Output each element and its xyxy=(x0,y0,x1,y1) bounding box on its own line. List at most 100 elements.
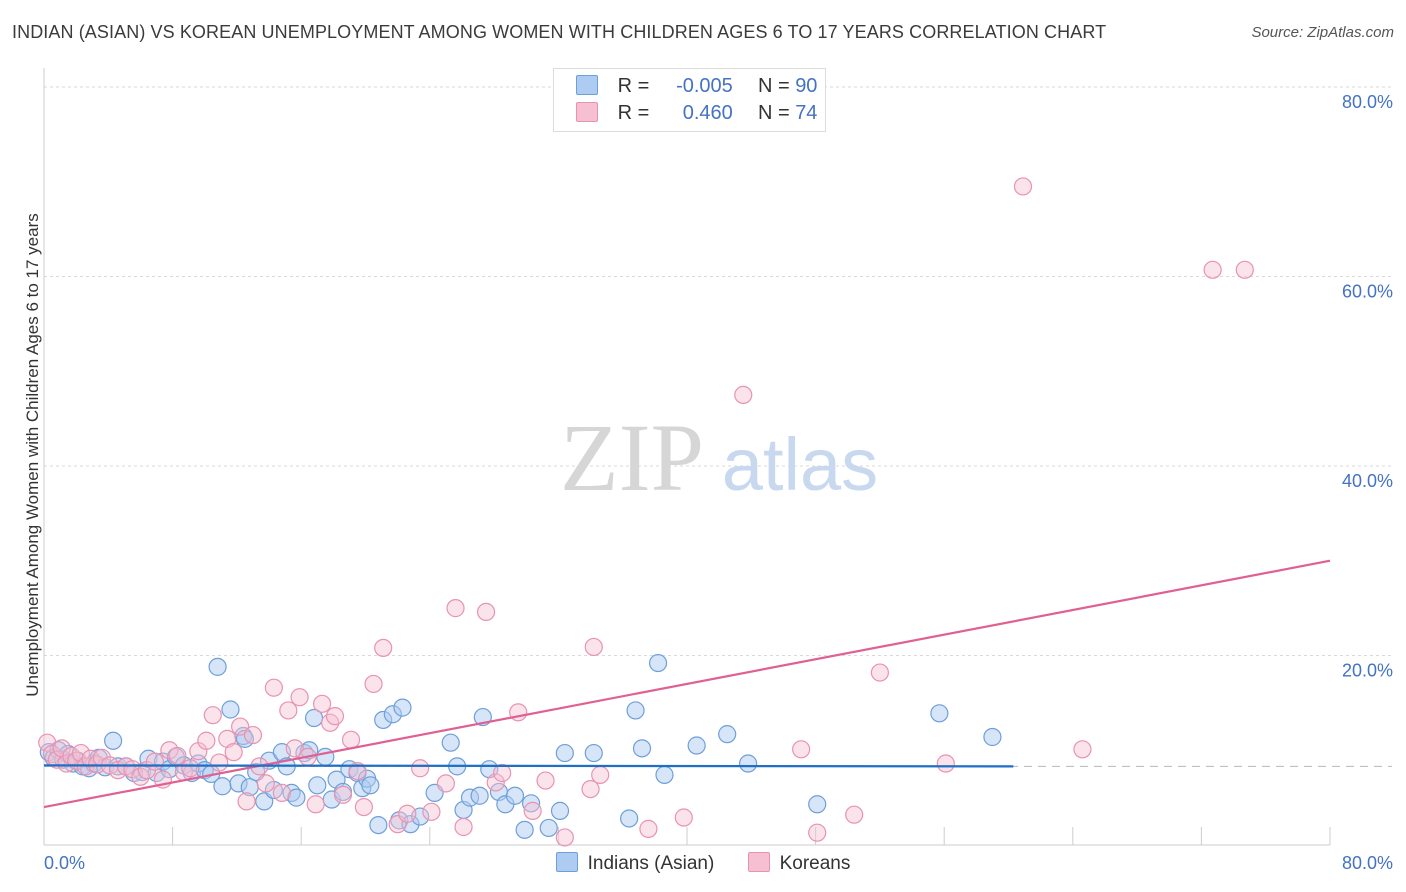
axes xyxy=(43,68,1331,846)
r-label: R = xyxy=(617,75,650,97)
watermark-zip: ZIP xyxy=(560,404,704,511)
korean-point xyxy=(285,739,304,758)
korean-point xyxy=(493,763,512,783)
korean-point xyxy=(279,701,298,720)
korean-point xyxy=(792,740,811,759)
korean-point xyxy=(581,779,600,799)
x-tick-label: 0.0% xyxy=(44,853,85,873)
indian-point xyxy=(620,809,639,828)
korean-point xyxy=(454,817,473,837)
n-label: N = xyxy=(757,102,790,124)
indian-point xyxy=(539,818,558,838)
korean-point xyxy=(47,750,66,769)
korean-point xyxy=(348,761,367,781)
korean-point xyxy=(584,637,603,657)
korean-point xyxy=(436,774,455,793)
stats-row-koreans: R = 0.460 N = 74 xyxy=(576,102,817,126)
korean-point xyxy=(591,765,610,784)
indian-point xyxy=(515,820,534,839)
korean-point xyxy=(639,819,658,838)
korean-point xyxy=(374,638,393,658)
korean-point xyxy=(333,785,353,804)
indian-point xyxy=(393,698,412,717)
indian-point xyxy=(930,704,949,723)
indian-point xyxy=(104,731,123,750)
indian-point xyxy=(718,725,737,744)
source-credit: Source: ZipAtlas.com xyxy=(1251,24,1394,41)
legend-swatch-indians xyxy=(555,852,578,872)
r-value: 0.460 xyxy=(682,102,733,124)
korean-point xyxy=(145,752,165,771)
korean-point xyxy=(264,678,283,697)
indian-point xyxy=(316,747,335,766)
chart-title: INDIAN (ASIAN) VS KOREAN UNEMPLOYMENT AM… xyxy=(12,22,1107,42)
korean-point xyxy=(734,385,753,405)
indian-point xyxy=(308,776,327,795)
tick-labels: 20.0% 40.0% 60.0% 80.0% 0.0% 80.0% xyxy=(44,92,1393,873)
indians-swatch xyxy=(576,75,598,95)
y-tick-label: 20.0% xyxy=(1342,660,1393,680)
korean-point xyxy=(224,743,243,762)
n-value: 90 xyxy=(795,75,818,97)
indian-trend-line xyxy=(43,764,1014,768)
indian-point xyxy=(470,786,489,805)
korean-point xyxy=(364,674,383,694)
korean-point xyxy=(808,823,827,842)
indian-point xyxy=(221,700,240,719)
series-legend: Indians (Asian) Koreans xyxy=(0,852,1406,875)
korean-point xyxy=(1073,740,1092,759)
korean-point xyxy=(181,759,200,778)
indian-point xyxy=(208,657,227,676)
watermark: ZIP atlas xyxy=(560,404,878,511)
legend-item-koreans[interactable]: Koreans xyxy=(747,852,851,875)
korean-point xyxy=(203,706,222,725)
korean-trend-line xyxy=(43,559,1331,809)
korean-point xyxy=(131,767,150,786)
korean-point xyxy=(411,759,430,778)
korean-point xyxy=(354,797,373,817)
korean-point xyxy=(210,753,229,772)
korean-point xyxy=(290,688,309,707)
gridlines xyxy=(44,86,1392,767)
legend-label-koreans: Koreans xyxy=(779,853,851,874)
korean-point xyxy=(845,805,864,824)
korean-point xyxy=(1235,260,1254,279)
korean-point xyxy=(486,773,505,792)
legend-swatch-koreans xyxy=(747,852,770,872)
indian-point xyxy=(550,801,570,820)
indian-point xyxy=(369,816,388,835)
r-label: R = xyxy=(617,102,650,124)
indian-point xyxy=(521,794,541,813)
r-value: -0.005 xyxy=(676,75,733,97)
indian-point xyxy=(655,765,674,784)
trend-lines xyxy=(43,559,1331,809)
legend-label-indians: Indians (Asian) xyxy=(587,853,715,874)
stats-row-indians: R = -0.005 N = 90 xyxy=(576,75,817,99)
korean-point xyxy=(536,771,555,790)
korean-point xyxy=(1203,260,1222,279)
y-axis-label: Unemployment Among Women with Children A… xyxy=(23,213,42,697)
korean-point xyxy=(42,744,62,764)
legend-item-indians[interactable]: Indians (Asian) xyxy=(555,852,715,875)
korean-point xyxy=(476,602,496,622)
korean-point xyxy=(341,730,361,749)
korean-point xyxy=(243,725,263,745)
korean-point xyxy=(555,828,574,847)
indian-point xyxy=(287,788,306,807)
korean-point xyxy=(272,783,292,802)
koreans-swatch xyxy=(576,102,598,122)
korean-point xyxy=(936,754,955,773)
korean-point xyxy=(1013,177,1033,196)
korean-point xyxy=(674,808,693,827)
indian-point xyxy=(983,727,1002,747)
korean-point xyxy=(325,707,345,726)
korean-point xyxy=(312,694,332,713)
indian-point xyxy=(738,754,758,773)
indian-point xyxy=(648,653,668,673)
korean-point xyxy=(197,731,216,750)
korean-point xyxy=(237,792,256,811)
y-tick-label: 80.0% xyxy=(1342,92,1393,112)
korean-point xyxy=(870,663,890,682)
indian-point xyxy=(213,777,232,796)
indian-point xyxy=(505,786,525,805)
